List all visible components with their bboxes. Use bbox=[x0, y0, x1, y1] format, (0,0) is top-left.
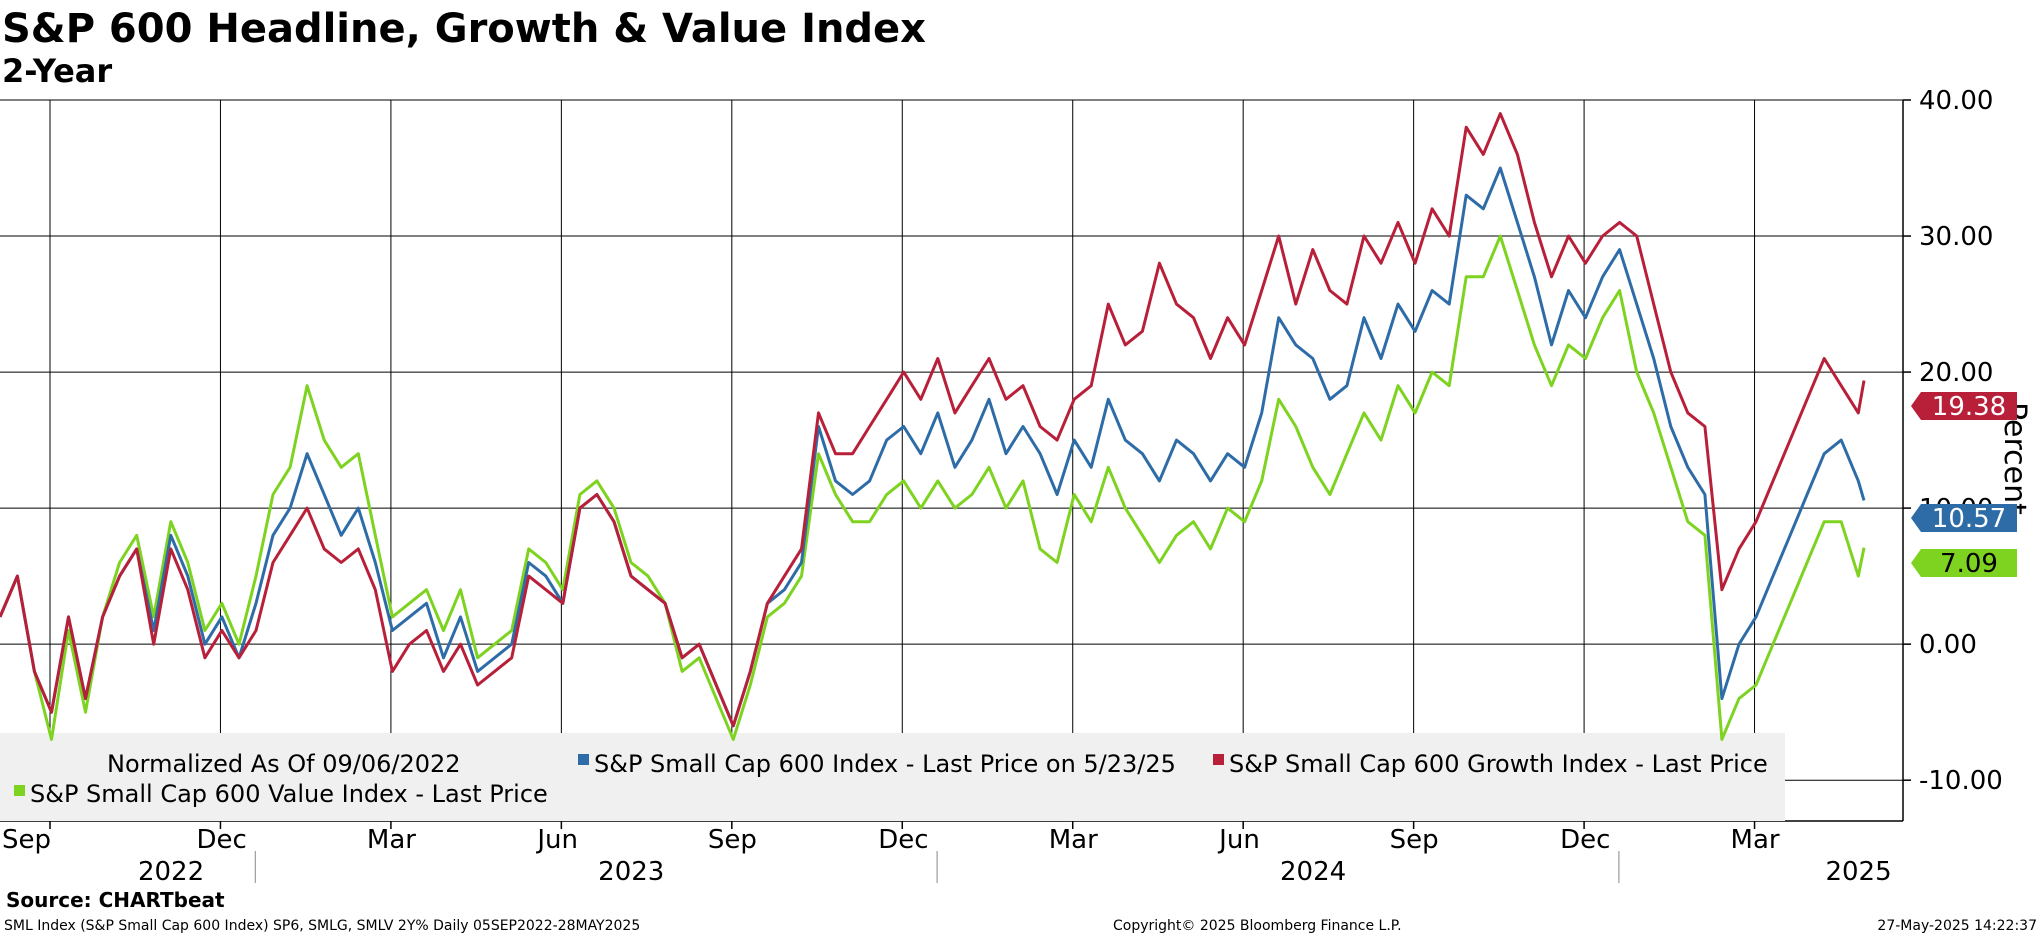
x-tick-label: Jun bbox=[1217, 825, 1260, 855]
legend-label-growth: S&P Small Cap 600 Growth Index - Last Pr… bbox=[1229, 750, 1768, 778]
series-layer bbox=[0, 112, 1866, 741]
footer-left: SML Index (S&P Small Cap 600 Index) SP6,… bbox=[4, 918, 640, 934]
footer-center: Copyright© 2025 Bloomberg Finance L.P. bbox=[1113, 918, 1402, 934]
x-tick-label: Dec bbox=[196, 825, 246, 855]
y-tick-label: 40.00 bbox=[1919, 86, 1993, 116]
x-tick-label: Jun bbox=[535, 825, 578, 855]
legend-label-value: S&P Small Cap 600 Value Index - Last Pri… bbox=[30, 780, 548, 808]
x-tick-label: Mar bbox=[1731, 825, 1780, 855]
y-axis-label: Percent bbox=[1997, 402, 2032, 515]
value-tag-2: 7.09 bbox=[1911, 549, 2017, 579]
value-tag-1: 19.38 bbox=[1911, 392, 2017, 422]
y-tick-label: 30.00 bbox=[1919, 222, 1993, 252]
series-line-2 bbox=[0, 234, 1866, 741]
x-year-label: 2024 bbox=[1280, 857, 1346, 887]
legend-label-headline: S&P Small Cap 600 Index - Last Price on … bbox=[594, 750, 1176, 778]
x-tick-label: Mar bbox=[367, 825, 416, 855]
legend-swatch-value bbox=[14, 785, 25, 796]
x-tick-label: Mar bbox=[1049, 825, 1098, 855]
x-tick-label: Sep bbox=[708, 825, 757, 855]
series-line-0 bbox=[0, 166, 1866, 728]
footer-source: Source: CHARTbeat bbox=[6, 888, 225, 912]
x-tick-label: Dec bbox=[878, 825, 928, 855]
legend-background bbox=[0, 733, 1785, 821]
chart-title: S&P 600 Headline, Growth & Value Index bbox=[2, 6, 926, 52]
legend-swatch-headline bbox=[578, 754, 589, 765]
value-tag-label: 19.38 bbox=[1932, 392, 2006, 422]
legend-normalized-text: Normalized As Of 09/06/2022 bbox=[107, 750, 461, 778]
x-tick-label: Sep bbox=[2, 825, 51, 855]
series-line-1 bbox=[0, 112, 1866, 728]
footer-right: 27-May-2025 14:22:37 bbox=[1877, 918, 2037, 934]
value-tag-label: 10.57 bbox=[1932, 504, 2006, 534]
value-tag-label: 7.09 bbox=[1940, 549, 1998, 579]
legend-swatch-growth bbox=[1213, 754, 1224, 765]
y-tick-label: 0.00 bbox=[1919, 630, 1977, 660]
x-year-label: 2025 bbox=[1825, 857, 1891, 887]
chart-subtitle: 2-Year bbox=[2, 52, 112, 90]
value-tag-box bbox=[1911, 549, 2017, 577]
legend: Normalized As Of 09/06/2022 S&P Small Ca… bbox=[14, 750, 1768, 808]
x-year-label: 2023 bbox=[598, 857, 664, 887]
y-tick-label: 20.00 bbox=[1919, 358, 1993, 388]
x-tick-label: Dec bbox=[1560, 825, 1610, 855]
value-tag-0: 10.57 bbox=[1911, 504, 2017, 534]
x-axis: Sep Dec Mar Jun Sep Dec Mar Jun Sep Dec Mar 2022 202… bbox=[2, 821, 1892, 887]
y-tick-label: -10.00 bbox=[1919, 766, 2003, 796]
value-tag-box bbox=[1911, 504, 2017, 532]
x-tick-label: Sep bbox=[1390, 825, 1439, 855]
value-tag-box bbox=[1911, 392, 2017, 420]
x-year-label: 2022 bbox=[138, 857, 204, 887]
last-value-tags: 19.38 10.57 7.09 bbox=[1911, 392, 2017, 579]
